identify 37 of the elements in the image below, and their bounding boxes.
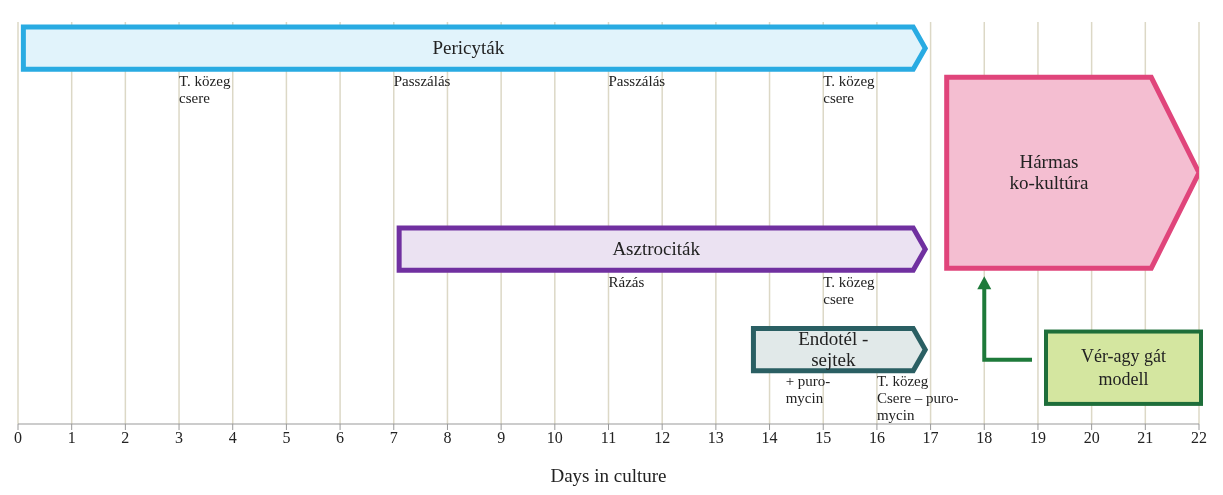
y-tick-label: Endotél - sejtek — [798, 328, 869, 371]
x-tick-label: 21 — [1137, 429, 1154, 447]
x-tick-label: 13 — [707, 429, 724, 447]
annotation: T. közeg csere — [823, 274, 876, 308]
annotation: T. közeg csere — [179, 73, 231, 107]
x-tick-label: 8 — [443, 429, 452, 447]
x-tick-label: 7 — [389, 429, 398, 447]
x-tick-label: 2 — [121, 429, 130, 447]
x-tick-label: 19 — [1029, 429, 1046, 447]
annotation: + puro- mycin — [785, 372, 831, 406]
y-tick-label: Hármas ko-kultúra — [1009, 151, 1090, 194]
x-tick-label: 11 — [600, 429, 617, 447]
x-tick-label: 9 — [497, 429, 506, 447]
annotation: Passzálás — [393, 73, 451, 90]
annotation: Passzálás — [608, 73, 666, 90]
y-tick-label: Pericyták — [432, 37, 505, 59]
x-tick-label: 4 — [228, 429, 237, 447]
x-tick-label: 1 — [67, 429, 76, 447]
x-tick-label: 20 — [1083, 429, 1100, 447]
annotation: T. közeg Csere – puro- mycin — [876, 372, 959, 423]
x-tick-label: 5 — [282, 429, 291, 447]
x-tick-label: 6 — [336, 429, 345, 447]
x-tick-label: 17 — [922, 429, 939, 447]
x-tick-label: 0 — [14, 429, 22, 447]
x-tick-label: 3 — [175, 429, 184, 447]
annotation: Vér-agy gát modell — [1080, 346, 1167, 390]
x-tick-label: 16 — [868, 429, 885, 447]
x-tick-label: 14 — [761, 429, 778, 447]
x-tick-label: 12 — [654, 429, 671, 447]
annotation: Rázás — [608, 274, 645, 291]
x-tick-label: 15 — [815, 429, 832, 447]
annotation: T. közeg csere — [823, 73, 876, 107]
x-tick-label: 22 — [1191, 429, 1207, 447]
y-tick-label: Asztrociták — [612, 238, 701, 260]
x-axis-title: Days in culture — [550, 465, 667, 486]
x-tick-label: 18 — [976, 429, 993, 447]
x-tick-label: 10 — [546, 429, 563, 447]
